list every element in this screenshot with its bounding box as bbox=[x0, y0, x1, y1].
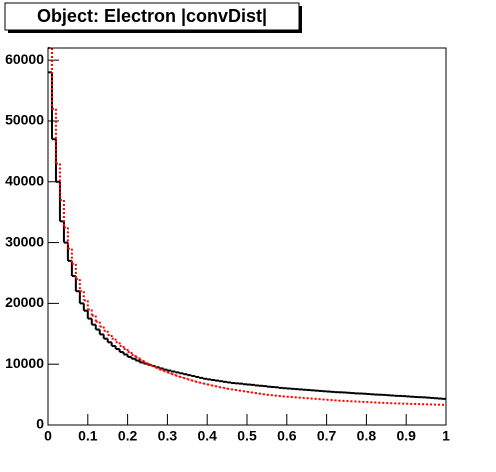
plot-area: 0 10000 20000 30000 40000 50000 60000 0 0.1 0.2 0.… bbox=[5, 47, 450, 444]
y-tick-label: 10000 bbox=[5, 355, 44, 371]
x-tick-label: 0.5 bbox=[237, 428, 257, 444]
x-tick-label: 0.8 bbox=[357, 428, 377, 444]
y-tick-label: 40000 bbox=[5, 172, 44, 188]
x-tick-label: 0.6 bbox=[277, 428, 297, 444]
y-tick-label: 30000 bbox=[5, 233, 44, 249]
title-box bbox=[4, 2, 300, 31]
y-tick-label: 50000 bbox=[5, 112, 44, 128]
chart-title: Object: Electron |convDist| bbox=[37, 6, 267, 26]
x-tick-label: 0.3 bbox=[158, 428, 178, 444]
y-tick-label: 0 bbox=[36, 416, 44, 432]
x-tick-label: 0.9 bbox=[396, 428, 416, 444]
x-tick-label: 0.1 bbox=[78, 428, 98, 444]
x-tick-label: 0 bbox=[44, 428, 52, 444]
x-tick-label: 0.7 bbox=[317, 428, 337, 444]
x-tick-label: 0.4 bbox=[197, 428, 217, 444]
x-tick-label: 0.2 bbox=[118, 428, 138, 444]
y-tick-label: 20000 bbox=[5, 294, 44, 310]
y-tick-label: 60000 bbox=[5, 51, 44, 67]
x-tick-label: 1 bbox=[442, 428, 450, 444]
frame bbox=[47, 47, 447, 426]
